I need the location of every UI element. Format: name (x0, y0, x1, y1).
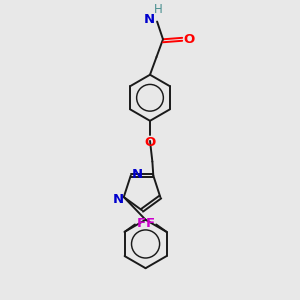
Text: F: F (146, 217, 155, 230)
Text: N: N (113, 193, 124, 206)
Text: O: O (144, 136, 156, 149)
Text: N: N (144, 13, 155, 26)
Text: N: N (132, 168, 143, 181)
Text: O: O (183, 32, 194, 46)
Text: F: F (136, 217, 146, 230)
Text: H: H (154, 3, 163, 16)
